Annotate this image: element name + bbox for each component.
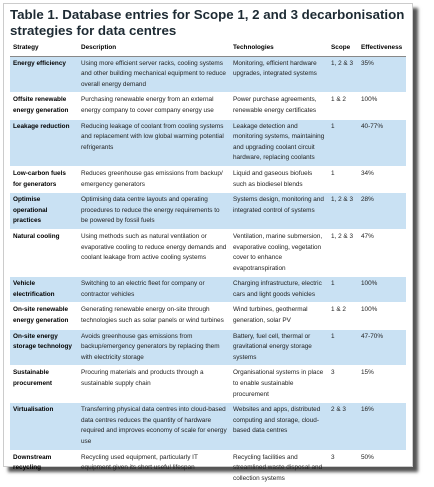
effectiveness-cell: 50%	[358, 450, 406, 487]
scope-cell: 2 & 3	[328, 402, 358, 451]
column-header: Scope	[328, 43, 358, 57]
strategy-cell: Optimise operational practices	[10, 192, 78, 230]
table-row: On-site energy storage technology Avoids …	[10, 329, 406, 367]
table-row: On-site renewable energy generation Gener…	[10, 302, 406, 330]
technologies-cell: Recycling facilities and streamlined was…	[230, 450, 328, 487]
table-row: Downstream recycling Recycling used equip…	[10, 450, 406, 487]
strategy-cell: Downstream recycling	[10, 450, 78, 487]
technologies-cell: Ventilation, marine submersion, evaporat…	[230, 229, 328, 278]
scope-cell: 3	[328, 365, 358, 404]
scope-cell: 1 & 2	[328, 302, 358, 330]
strategy-cell: On-site renewable energy generation	[10, 302, 78, 330]
description-cell: Transferring physical data centres into …	[78, 402, 230, 451]
technologies-cell: Charging infrastructure, electric cars a…	[230, 276, 328, 304]
technologies-cell: Power purchase agreements, renewable ene…	[230, 92, 328, 120]
column-header: Strategy	[10, 43, 78, 57]
strategy-cell: On-site energy storage technology	[10, 329, 78, 367]
data-table: Strategy Description Technologies Scope Effe…	[10, 43, 406, 487]
technologies-cell: Wind turbines, geothermal generation, so…	[230, 302, 328, 330]
description-cell: Using more efficient server racks, cooli…	[78, 56, 230, 94]
scope-cell: 1, 2 & 3	[328, 229, 358, 278]
strategy-cell: Sustainable procurement	[10, 365, 78, 404]
description-cell: Reducing leakage of coolant from cooling…	[78, 119, 230, 167]
description-cell: Recycling used equipment, particularly I…	[78, 450, 230, 487]
scope-cell: 1, 2 & 3	[328, 192, 358, 230]
technologies-cell: Monitoring, efficient hardware upgrades,…	[230, 56, 328, 94]
strategy-cell: Natural cooling	[10, 229, 78, 278]
scope-cell: 1	[328, 119, 358, 167]
table-body: Energy efficiency Using more efficient se…	[10, 56, 406, 487]
description-cell: Reduces greenhouse gas emissions from ba…	[78, 166, 230, 194]
description-cell: Purchasing renewable energy from an exte…	[78, 92, 230, 120]
table-row: Natural cooling Using methods such as nat…	[10, 229, 406, 278]
table-row: Virtualisation Transferring physical data…	[10, 402, 406, 451]
technologies-cell: Battery, fuel cell, thermal or gravitati…	[230, 329, 328, 367]
description-cell: Optimising data centre layouts and opera…	[78, 192, 230, 230]
effectiveness-cell: 34%	[358, 166, 406, 194]
column-header: Effectiveness	[358, 43, 406, 57]
effectiveness-cell: 100%	[358, 302, 406, 330]
description-cell: Procuring materials and products through…	[78, 365, 230, 404]
header-row: Strategy Description Technologies Scope Effe…	[10, 43, 406, 57]
effectiveness-cell: 40-77%	[358, 119, 406, 167]
table-row: Energy efficiency Using more efficient se…	[10, 56, 406, 94]
effectiveness-cell: 100%	[358, 92, 406, 120]
strategy-cell: Low-carbon fuels for generators	[10, 166, 78, 194]
description-cell: Switching to an electric fleet for compa…	[78, 276, 230, 304]
scope-cell: 1	[328, 276, 358, 304]
table-row: Leakage reduction Reducing leakage of coo…	[10, 119, 406, 167]
scope-cell: 1, 2 & 3	[328, 56, 358, 94]
table-row: Vehicle electrification Switching to an e…	[10, 276, 406, 304]
technologies-cell: Systems design, monitoring and integrate…	[230, 192, 328, 230]
technologies-cell: Liquid and gaseous biofuels such as biod…	[230, 166, 328, 194]
description-cell: Avoids greenhouse gas emissions from bac…	[78, 329, 230, 367]
scope-cell: 1	[328, 166, 358, 194]
table-row: Sustainable procurement Procuring materia…	[10, 365, 406, 404]
table-row: Optimise operational practices Optimising…	[10, 192, 406, 230]
strategy-cell: Offsite renewable energy generation	[10, 92, 78, 120]
table-row: Low-carbon fuels for generators Reduces g…	[10, 166, 406, 194]
technologies-cell: Leakage detection and monitoring systems…	[230, 119, 328, 167]
effectiveness-cell: 100%	[358, 276, 406, 304]
column-header: Description	[78, 43, 230, 57]
table-row: Offsite renewable energy generation Purch…	[10, 92, 406, 120]
effectiveness-cell: 47-70%	[358, 329, 406, 367]
scope-cell: 3	[328, 450, 358, 487]
strategy-cell: Vehicle electrification	[10, 276, 78, 304]
scope-cell: 1	[328, 329, 358, 367]
description-cell: Generating renewable energy on-site thro…	[78, 302, 230, 330]
table-title: Table 1. Database entries for Scope 1, 2…	[10, 7, 405, 38]
page: Table 1. Database entries for Scope 1, 2…	[3, 3, 413, 487]
technologies-cell: Websites and apps, distributed computing…	[230, 402, 328, 451]
strategy-cell: Energy efficiency	[10, 56, 78, 94]
effectiveness-cell: 35%	[358, 56, 406, 94]
effectiveness-cell: 16%	[358, 402, 406, 451]
effectiveness-cell: 47%	[358, 229, 406, 278]
effectiveness-cell: 28%	[358, 192, 406, 230]
scope-cell: 1 & 2	[328, 92, 358, 120]
effectiveness-cell: 15%	[358, 365, 406, 404]
strategy-cell: Leakage reduction	[10, 119, 78, 167]
technologies-cell: Organisational systems in place to enabl…	[230, 365, 328, 404]
description-cell: Using methods such as natural ventilatio…	[78, 229, 230, 278]
column-header: Technologies	[230, 43, 328, 57]
strategy-cell: Virtualisation	[10, 402, 78, 451]
